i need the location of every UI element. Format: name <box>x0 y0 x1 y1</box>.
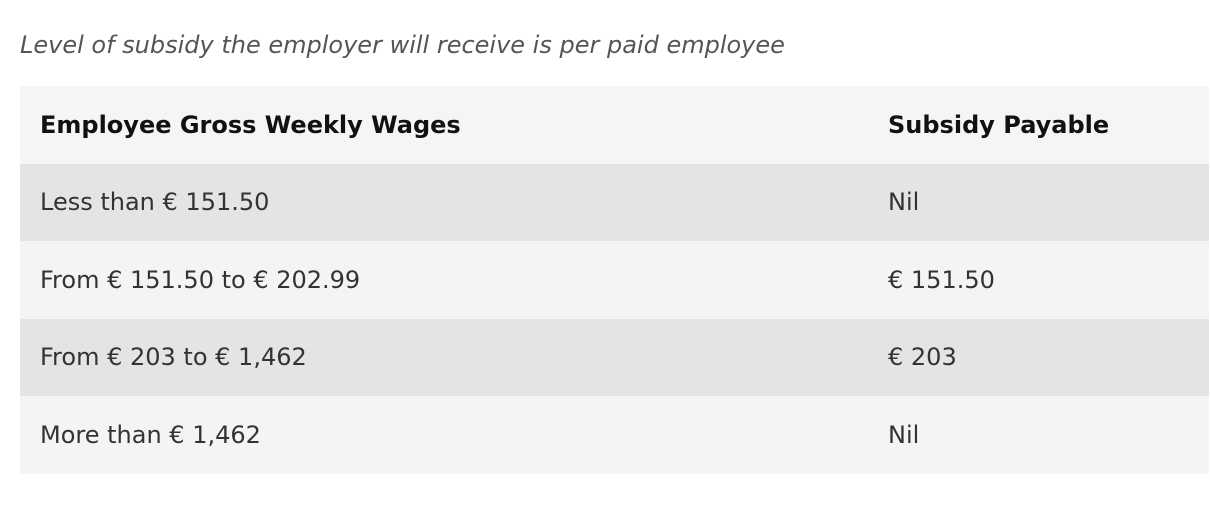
wage-range-cell: From € 203 to € 1,462 <box>40 343 307 372</box>
subsidy-cell: € 203 <box>888 343 957 372</box>
table-row: From € 203 to € 1,462 € 203 <box>20 318 1209 396</box>
subsidy-cell: Nil <box>888 420 920 449</box>
table-header-row: Employee Gross Weekly Wages Subsidy Paya… <box>20 86 1209 164</box>
table-row: Less than € 151.50 Nil <box>20 163 1209 241</box>
table-row: From € 151.50 to € 202.99 € 151.50 <box>20 241 1209 319</box>
subsidy-cell: € 151.50 <box>888 265 995 294</box>
wage-range-cell: From € 151.50 to € 202.99 <box>40 265 361 294</box>
column-header-wages: Employee Gross Weekly Wages <box>40 110 461 139</box>
subsidy-table: Employee Gross Weekly Wages Subsidy Paya… <box>20 86 1209 474</box>
wage-range-cell: Less than € 151.50 <box>40 188 270 217</box>
table-row: More than € 1,462 Nil <box>20 396 1209 474</box>
subsidy-cell: Nil <box>888 188 920 217</box>
column-header-subsidy: Subsidy Payable <box>888 110 1110 139</box>
wage-range-cell: More than € 1,462 <box>40 420 261 449</box>
table-caption: Level of subsidy the employer will recei… <box>20 31 785 59</box>
